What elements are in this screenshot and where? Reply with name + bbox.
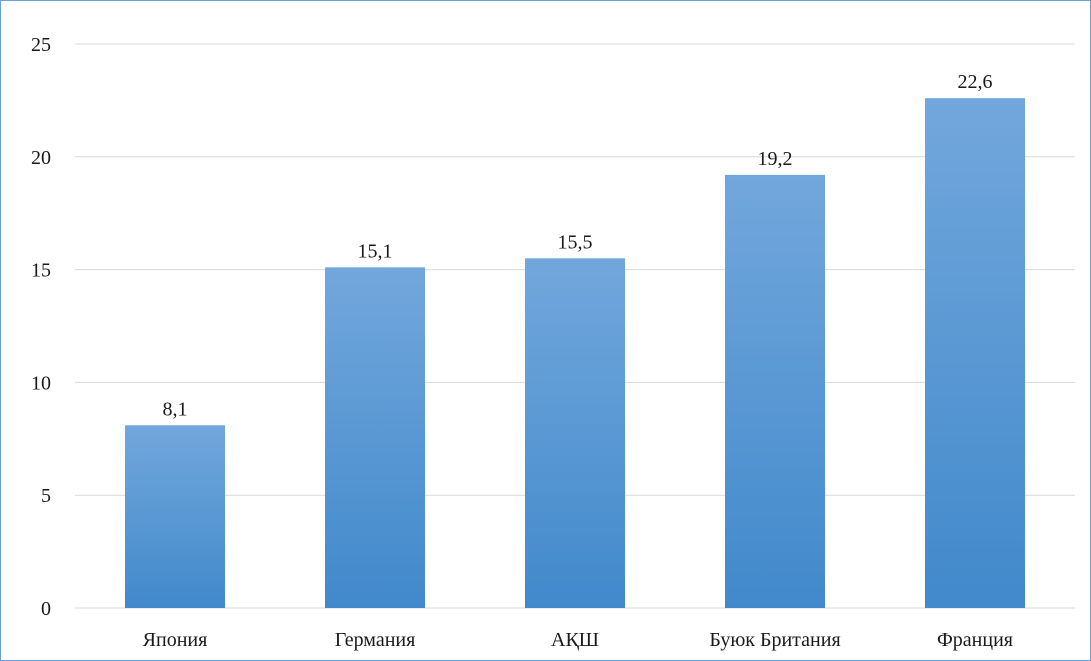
x-axis-category-labels: Япония Германия АҚШ Буюк Британия Франция	[143, 629, 1013, 651]
bar-4	[925, 98, 1025, 609]
y-tick-label: 0	[41, 598, 51, 620]
y-axis-tick-labels: 0 5 10 15 20 25	[31, 34, 51, 620]
bar-0	[125, 425, 225, 608]
x-category-label: Франция	[937, 629, 1013, 651]
x-category-label: АҚШ	[551, 629, 599, 651]
bars	[125, 98, 1025, 609]
data-label: 15,5	[558, 231, 593, 253]
x-category-label: Япония	[143, 629, 208, 651]
y-tick-label: 20	[31, 147, 51, 169]
bar-2	[525, 258, 625, 608]
y-tick-label: 5	[41, 485, 51, 507]
bar-1	[325, 267, 425, 608]
data-label: 8,1	[163, 398, 188, 420]
x-category-label: Буюк Британия	[709, 629, 840, 651]
y-tick-label: 10	[31, 372, 51, 394]
data-label: 19,2	[758, 148, 793, 170]
data-labels: 8,1 15,1 15,5 19,2 22,6	[163, 71, 993, 420]
y-tick-label: 25	[31, 34, 51, 56]
x-category-label: Германия	[335, 629, 416, 651]
y-tick-label: 15	[31, 260, 51, 282]
data-label: 15,1	[358, 240, 393, 262]
data-label: 22,6	[958, 71, 993, 93]
bar-3	[725, 174, 825, 608]
